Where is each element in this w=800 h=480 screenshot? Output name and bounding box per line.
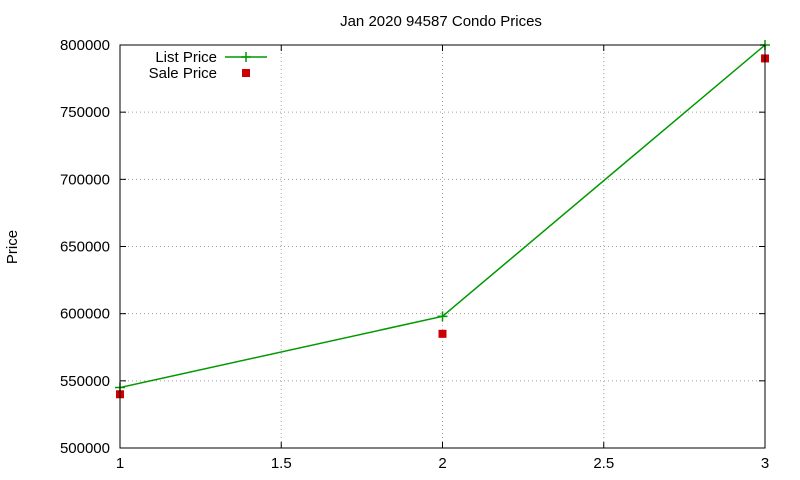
legend-swatch-marker [242, 69, 250, 77]
y-tick-label: 500000 [60, 440, 110, 457]
x-tick-label: 1 [116, 455, 124, 472]
x-tick-label: 1.5 [271, 455, 292, 472]
legend-label: List Price [155, 49, 217, 66]
x-tick-label: 2.5 [593, 455, 614, 472]
chart-title: Jan 2020 94587 Condo Prices [340, 13, 542, 30]
y-tick-label: 750000 [60, 104, 110, 121]
data-point [438, 329, 447, 338]
y-tick-label: 800000 [60, 37, 110, 54]
legend-label: Sale Price [149, 65, 217, 82]
y-axis-label: Price [4, 230, 21, 264]
plot-frame [119, 44, 766, 449]
data-point [437, 311, 448, 322]
legend-swatch-marker [241, 52, 251, 62]
grid-lines [120, 45, 765, 448]
y-tick-label: 600000 [60, 306, 110, 323]
y-tick-label: 700000 [60, 171, 110, 188]
y-tick-label: 650000 [60, 239, 110, 256]
x-tick-label: 3 [761, 455, 769, 472]
axis-ticks: 500000 550000 600000 650000 700000 750000 8000… [60, 37, 769, 472]
y-tick-label: 550000 [60, 373, 110, 390]
x-tick-label: 2 [438, 455, 446, 472]
